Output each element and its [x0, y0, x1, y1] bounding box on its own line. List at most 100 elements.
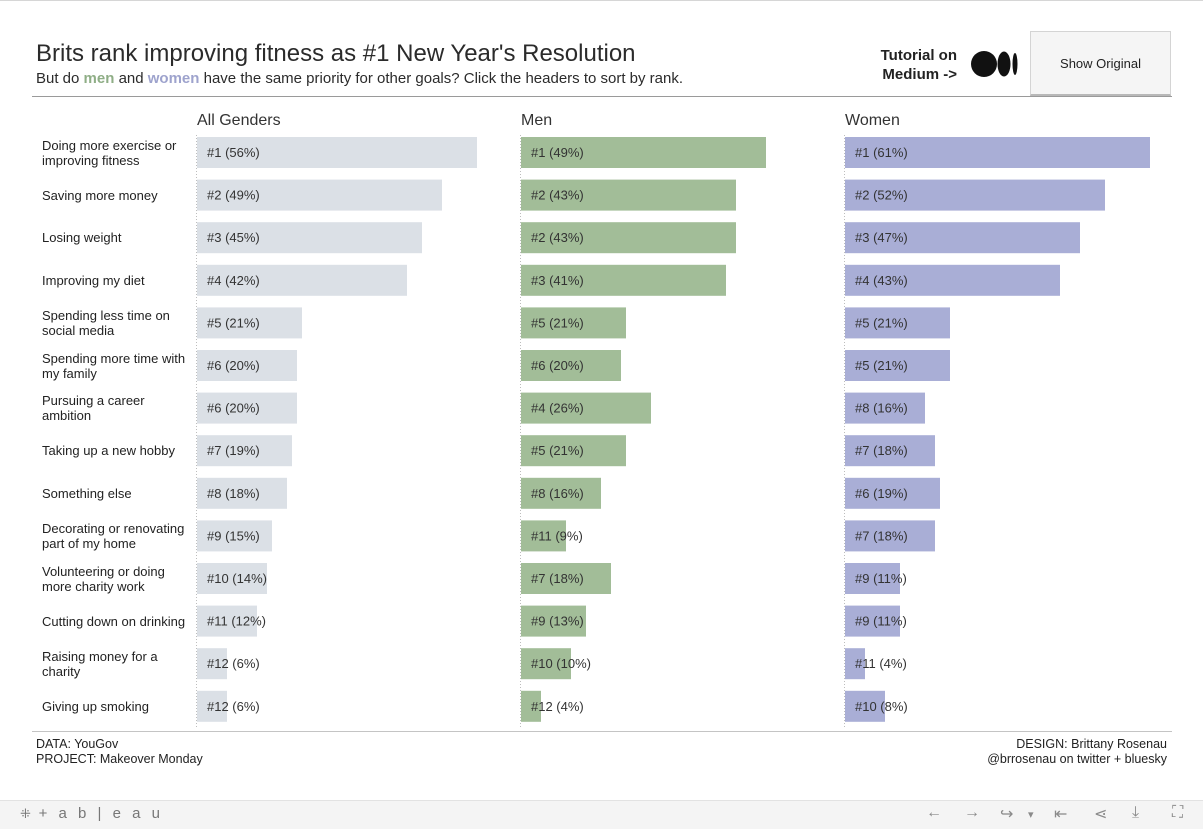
bar-label-men: #12 (4%) — [531, 699, 584, 714]
bar-women[interactable] — [845, 477, 940, 509]
header-women[interactable]: Women — [845, 112, 900, 129]
bar-label-women: #7 (18%) — [855, 443, 908, 458]
bar-label-women: #10 (8%) — [855, 699, 908, 714]
bar-all[interactable] — [197, 179, 442, 211]
bar-men[interactable] — [521, 307, 626, 339]
bar-women[interactable] — [845, 179, 1105, 211]
bar-label-all: #6 (20%) — [207, 401, 260, 416]
bar-women[interactable] — [845, 605, 900, 637]
bar-men[interactable] — [521, 563, 611, 594]
bar-women[interactable] — [845, 690, 885, 722]
category-label: Taking up a new hobby — [42, 443, 175, 459]
header-all-genders[interactable]: All Genders — [197, 112, 281, 129]
redo-icon[interactable]: → — [964, 804, 980, 821]
bar-men[interactable] — [521, 350, 621, 381]
footer-divider — [32, 731, 1172, 732]
fullscreen-icon[interactable]: ⛶ — [1172, 804, 1184, 821]
bar-all[interactable] — [197, 392, 297, 424]
project-name: PROJECT: Makeover Monday — [36, 752, 203, 766]
footer-right: DESIGN: Brittany Rosenau @brrosenau on t… — [987, 737, 1167, 767]
show-original-button[interactable]: Show Original — [1030, 31, 1171, 96]
bar-men[interactable] — [521, 222, 736, 254]
bar-men[interactable] — [521, 435, 626, 467]
bar-men[interactable] — [521, 264, 726, 296]
bar-label-women: #5 (21%) — [855, 315, 908, 330]
category-label: Spending less time on social media — [42, 307, 170, 338]
tutorial-line1: Tutorial on — [880, 47, 957, 64]
header-men[interactable]: Men — [521, 112, 553, 129]
bar-label-men: #7 (18%) — [531, 571, 584, 586]
bar-women[interactable] — [845, 307, 950, 339]
bar-women[interactable] — [845, 563, 900, 594]
bar-label-all: #3 (45%) — [207, 230, 260, 245]
bar-all[interactable] — [197, 520, 272, 552]
category-label: Cutting down on drinking — [42, 613, 186, 629]
bar-label-women: #8 (16%) — [855, 401, 908, 416]
tutorial-link[interactable]: Tutorial on Medium -> — [860, 46, 957, 84]
category-label: Pursuing a career ambition — [42, 393, 145, 424]
download-icon[interactable]: ⤓ — [1132, 804, 1140, 821]
design-credit: DESIGN: Brittany Rosenau — [1016, 737, 1167, 751]
bar-men[interactable] — [521, 137, 766, 168]
bar-women[interactable] — [845, 350, 950, 381]
bar-label-men: #2 (43%) — [531, 230, 584, 245]
bar-women[interactable] — [845, 520, 935, 552]
bar-all[interactable] — [197, 690, 227, 722]
bar-women[interactable] — [845, 392, 925, 424]
medium-logo-icon[interactable] — [968, 48, 1024, 80]
bar-women[interactable] — [845, 137, 1150, 168]
bar-label-all: #5 (21%) — [207, 315, 260, 330]
bar-label-women: #4 (43%) — [855, 273, 908, 288]
tableau-logo-icon: ⁜ — [20, 806, 31, 821]
undo-icon[interactable]: ← — [926, 804, 942, 821]
bar-label-all: #2 (49%) — [207, 188, 260, 203]
bar-women[interactable] — [845, 264, 1060, 296]
bar-men[interactable] — [521, 179, 736, 211]
header-divider — [32, 96, 1172, 97]
bar-label-women: #2 (52%) — [855, 188, 908, 203]
subtitle-part1: But do — [36, 70, 80, 87]
bar-label-women: #9 (11%) — [855, 571, 907, 586]
category-label: Doing more exercise or improving fitness — [42, 137, 177, 168]
bar-women[interactable] — [845, 222, 1080, 254]
tableau-logo-text: + a b | e a u — [38, 805, 164, 822]
bar-men[interactable] — [521, 477, 601, 509]
bar-women[interactable] — [845, 435, 935, 467]
bar-all[interactable] — [197, 307, 302, 339]
subtitle-men: men — [83, 70, 115, 87]
data-source: DATA: YouGov — [36, 737, 119, 751]
bar-women[interactable] — [845, 648, 865, 680]
bar-label-women: #6 (19%) — [855, 486, 908, 501]
category-label: Raising money for a charity — [42, 648, 158, 679]
bar-men[interactable] — [521, 605, 586, 637]
bar-all[interactable] — [197, 648, 227, 680]
bar-all[interactable] — [197, 264, 407, 296]
bar-chart: #1 (56%) #2 (49%) #3 (45%) #4 (42%) #5 (21%)… — [196, 135, 1150, 727]
bar-men[interactable] — [521, 520, 566, 552]
category-label: Volunteering or doing more charity work — [42, 563, 165, 594]
reset-icon[interactable]: ⇤ — [1054, 806, 1068, 823]
bar-all[interactable] — [197, 563, 267, 594]
bar-men[interactable] — [521, 648, 571, 680]
subtitle-part3: have the same priority for other goals? … — [203, 70, 684, 87]
tutorial-line2: Medium -> — [882, 66, 957, 83]
share-icon[interactable]: ⋖ — [1094, 806, 1108, 823]
bar-men[interactable] — [521, 690, 541, 722]
revert-icon[interactable]: ↪ — [1000, 806, 1014, 823]
bar-label-women: #5 (21%) — [855, 358, 908, 373]
revert-dropdown-icon[interactable]: ▾ — [1028, 809, 1034, 821]
footer-left: DATA: YouGov PROJECT: Makeover Monday — [36, 737, 203, 767]
category-label: Losing weight — [42, 230, 122, 246]
bar-all[interactable] — [197, 137, 477, 168]
bar-all[interactable] — [197, 477, 287, 509]
bar-label-women: #7 (18%) — [855, 528, 908, 543]
social-handle: @brrosenau on twitter + bluesky — [987, 752, 1167, 766]
bar-all[interactable] — [197, 435, 292, 467]
subtitle-women: women — [147, 70, 200, 87]
bar-all[interactable] — [197, 350, 297, 381]
bar-all[interactable] — [197, 605, 257, 637]
category-label: Giving up smoking — [42, 698, 149, 714]
bar-label-women: #11 (4%) — [855, 656, 907, 671]
bar-men[interactable] — [521, 392, 651, 424]
bar-all[interactable] — [197, 222, 422, 254]
